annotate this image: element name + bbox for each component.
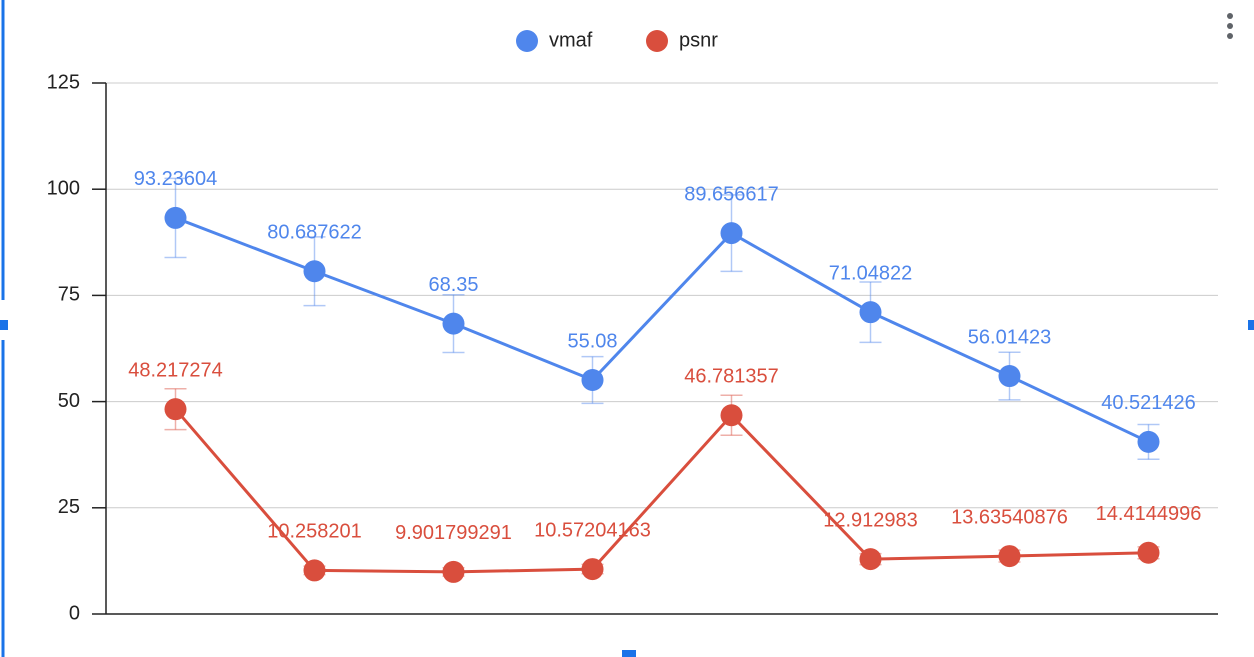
data-label: 56.01423 xyxy=(968,326,1051,348)
data-label: 55.08 xyxy=(567,330,617,352)
data-point xyxy=(164,206,187,229)
menu-dot xyxy=(1227,13,1233,19)
legend-marker xyxy=(516,30,538,52)
data-label: 12.912983 xyxy=(823,509,918,531)
data-label: 10.57204163 xyxy=(534,519,651,541)
y-tick-label: 50 xyxy=(58,390,80,412)
data-point xyxy=(998,365,1021,388)
data-point xyxy=(1137,541,1160,564)
data-point xyxy=(442,560,465,583)
data-point xyxy=(581,369,604,392)
legend-label: vmaf xyxy=(549,29,593,51)
data-label: 89.656617 xyxy=(684,183,779,205)
series-line xyxy=(174,216,1150,444)
data-point xyxy=(720,222,743,245)
menu-button[interactable] xyxy=(1227,13,1233,39)
data-label: 68.35 xyxy=(428,274,478,296)
data-point xyxy=(442,312,465,335)
legend-label: psnr xyxy=(679,29,718,51)
series-line xyxy=(174,408,1149,574)
data-label: 9.901799291 xyxy=(395,522,512,544)
data-point xyxy=(1137,430,1160,453)
data-label: 48.217274 xyxy=(128,359,223,381)
y-tick-label: 125 xyxy=(47,71,80,93)
data-point xyxy=(859,301,882,324)
y-tick-label: 100 xyxy=(47,177,80,199)
data-label: 80.687622 xyxy=(267,222,362,244)
data-point xyxy=(720,404,743,427)
y-tick-label: 75 xyxy=(58,284,80,306)
resize-handle[interactable] xyxy=(622,650,636,657)
data-label: 13.63540876 xyxy=(951,506,1068,528)
resize-handle[interactable] xyxy=(1248,320,1254,330)
menu-dot xyxy=(1227,23,1233,29)
data-label: 10.258201 xyxy=(267,521,362,543)
resize-handle[interactable] xyxy=(0,320,8,330)
data-point xyxy=(164,398,187,421)
data-label: 46.781357 xyxy=(684,366,779,388)
y-tick-label: 0 xyxy=(69,602,80,624)
data-point xyxy=(859,548,882,571)
data-point xyxy=(581,558,604,581)
data-label: 14.4144996 xyxy=(1096,503,1202,525)
data-point xyxy=(998,545,1021,568)
menu-dot xyxy=(1227,33,1233,39)
data-label: 40.521426 xyxy=(1101,392,1196,414)
data-point xyxy=(303,260,326,283)
y-tick-label: 25 xyxy=(58,496,80,518)
data-label: 93.23604 xyxy=(134,168,217,190)
legend-marker xyxy=(646,30,668,52)
data-point xyxy=(303,559,326,582)
data-label: 71.04822 xyxy=(829,262,912,284)
